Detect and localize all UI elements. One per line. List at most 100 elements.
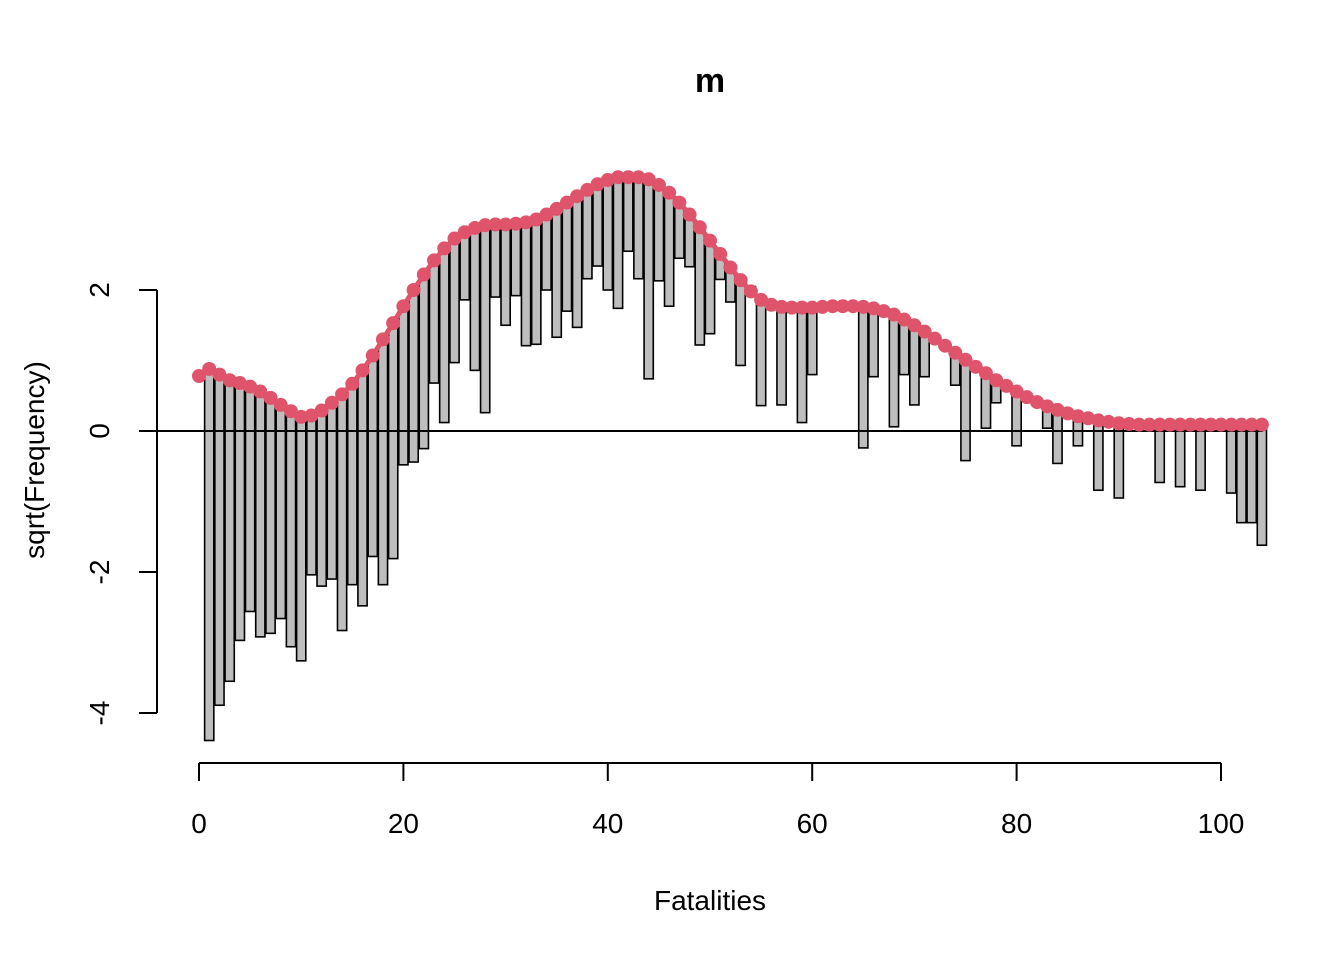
bar	[520, 221, 532, 347]
fitted-point	[386, 316, 401, 331]
bar	[1052, 409, 1063, 465]
x-tick-label: 100	[1198, 808, 1245, 839]
bar	[643, 178, 655, 380]
fitted-point	[549, 201, 564, 216]
fitted-point	[447, 231, 462, 246]
bar	[449, 237, 460, 364]
bar	[244, 385, 256, 613]
y-axis-label: sqrt(Frequency)	[19, 361, 50, 559]
fitted-point	[897, 312, 912, 327]
bar	[1236, 423, 1247, 524]
bar	[418, 273, 430, 450]
bars-layer	[203, 176, 1268, 742]
fitted-point	[192, 369, 206, 384]
bar	[1011, 390, 1022, 447]
fitted-point	[815, 299, 830, 314]
fitted-point	[948, 345, 963, 360]
fitted-point	[958, 352, 973, 367]
fitted-point	[1193, 417, 1208, 432]
x-tick-label: 40	[592, 808, 623, 839]
fitted-point	[202, 361, 217, 376]
fitted-point	[345, 376, 360, 391]
fitted-point	[427, 253, 442, 268]
bar	[857, 306, 869, 449]
fitted-point	[580, 182, 595, 197]
fitted-point	[559, 195, 574, 210]
bar	[663, 191, 675, 308]
fitted-point	[273, 397, 288, 412]
bar	[316, 409, 328, 587]
bar	[868, 307, 879, 378]
bar	[336, 393, 348, 632]
x-tick-label: 20	[388, 808, 419, 839]
bar	[510, 222, 522, 297]
fitted-point	[416, 267, 431, 282]
bar	[203, 368, 215, 742]
fitted-point	[989, 373, 1004, 388]
fitted-point	[662, 185, 677, 200]
fitted-point	[1173, 417, 1188, 432]
bar	[357, 369, 368, 607]
fitted-point	[1122, 416, 1137, 431]
fitted-point	[1234, 417, 1249, 432]
fitted-point	[835, 299, 850, 314]
bar	[571, 195, 583, 329]
fitted-point	[651, 177, 666, 192]
fitted-point	[713, 247, 728, 262]
bar	[602, 179, 614, 291]
fitted-point	[621, 170, 636, 185]
fitted-point	[396, 299, 411, 314]
fitted-point	[1111, 416, 1126, 431]
fitted-point	[314, 403, 329, 418]
fitted-point	[375, 332, 390, 347]
fitted-point	[335, 387, 350, 402]
fitted-point	[1254, 417, 1269, 432]
fitted-point	[805, 300, 820, 315]
fitted-point	[1142, 417, 1157, 432]
bar	[633, 176, 644, 280]
bar	[254, 390, 266, 638]
bar	[275, 404, 287, 620]
fitted-point	[1162, 417, 1177, 432]
bar	[908, 324, 920, 406]
bar	[428, 259, 440, 384]
bar	[541, 213, 552, 291]
fitted-point	[784, 300, 799, 315]
fitted-point	[743, 284, 758, 299]
bar	[367, 354, 379, 558]
bar	[397, 305, 409, 466]
bar	[561, 201, 573, 312]
fitted-point	[488, 217, 503, 232]
bar	[755, 299, 767, 407]
fitted-point	[927, 331, 942, 346]
fitted-point	[570, 189, 585, 204]
bar	[408, 289, 420, 463]
fitted-point	[1009, 384, 1024, 399]
bar	[735, 279, 747, 367]
fitted-point	[1224, 417, 1239, 432]
bar	[1246, 423, 1258, 524]
fitted-point	[365, 348, 380, 363]
bar	[622, 176, 634, 253]
fitted-point	[999, 378, 1014, 393]
bar	[980, 372, 992, 429]
bar	[265, 397, 276, 635]
bar	[1256, 423, 1268, 547]
fitted-point	[968, 359, 983, 374]
x-tick-label: 60	[797, 808, 828, 839]
bar	[530, 218, 542, 346]
fitted-point	[253, 384, 268, 399]
bar	[234, 382, 246, 642]
fitted-point	[703, 233, 717, 248]
fitted-point	[1132, 417, 1147, 432]
fitted-point	[539, 207, 554, 222]
fitted-point	[1244, 417, 1259, 432]
bar	[224, 379, 236, 683]
fitted-point	[1091, 413, 1106, 428]
fitted-point	[212, 367, 227, 382]
fitted-point	[794, 300, 809, 315]
bar	[1225, 423, 1237, 494]
bar	[796, 306, 808, 424]
fitted-point	[938, 338, 953, 353]
